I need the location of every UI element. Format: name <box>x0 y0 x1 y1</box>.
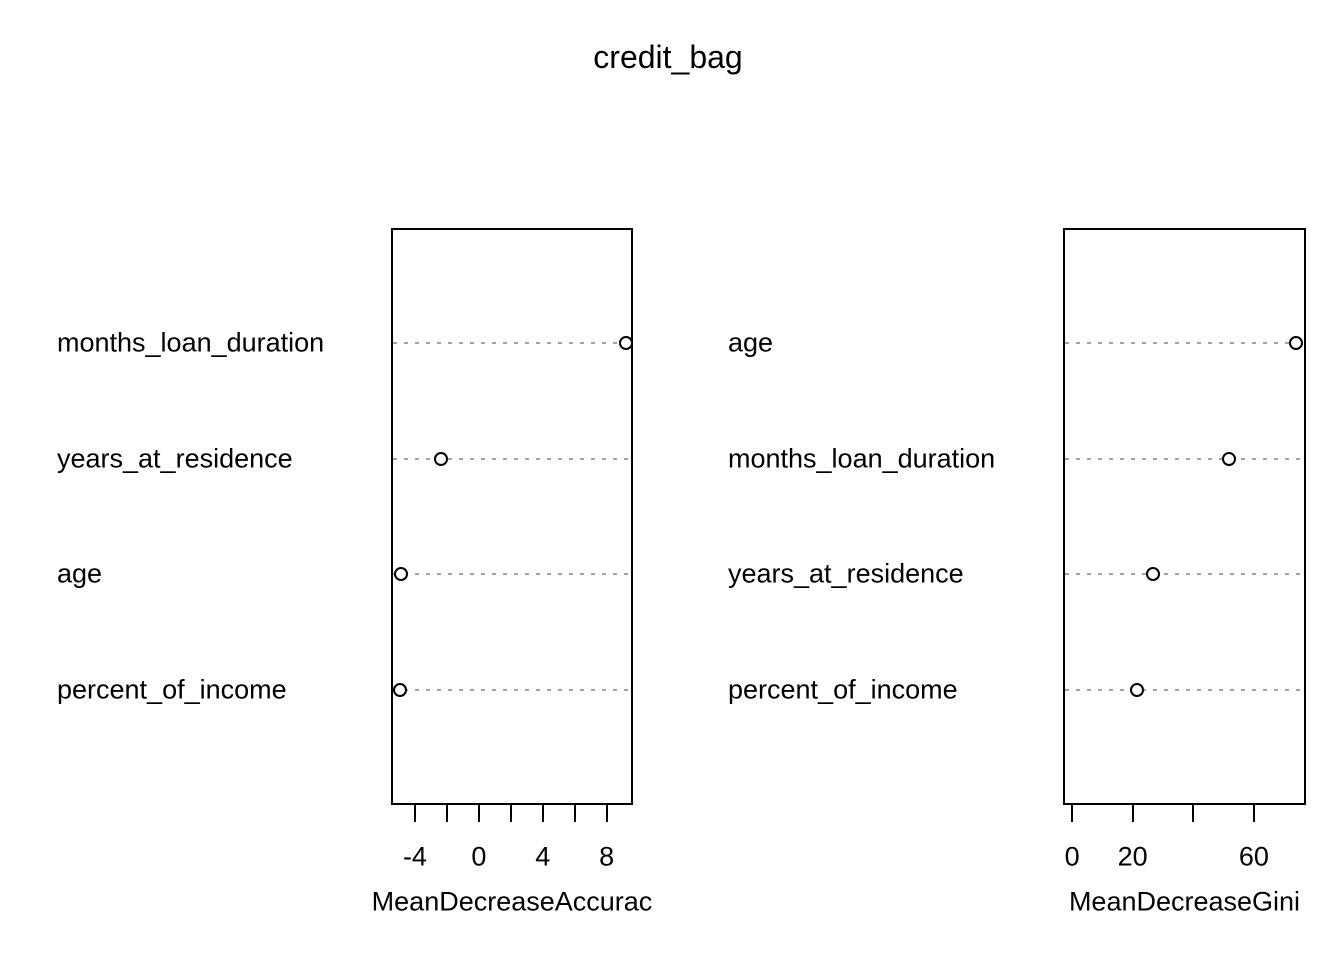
row-grid-line <box>1065 573 1304 576</box>
row-label: age <box>57 558 103 589</box>
x-axis-tick <box>509 805 512 822</box>
x-axis-tick-label: 0 <box>471 841 487 872</box>
row-label: years_at_residence <box>57 443 293 474</box>
row-label: age <box>728 327 774 358</box>
chart-title: credit_bag <box>593 39 743 75</box>
x-axis-tick <box>445 805 448 822</box>
x-axis-tick-label: 20 <box>1117 841 1148 872</box>
x-axis-label: MeanDecreaseAccurac <box>371 886 653 917</box>
data-point-circle <box>393 567 408 582</box>
x-axis-tick <box>1071 805 1074 822</box>
row-grid-line <box>1065 457 1304 460</box>
x-axis-tick-label: 4 <box>535 841 551 872</box>
x-axis-tick-label: 60 <box>1238 841 1269 872</box>
data-point-circle <box>618 336 633 351</box>
x-axis-tick <box>1192 805 1195 822</box>
row-grid-line <box>393 342 631 345</box>
row-label: months_loan_duration <box>728 443 996 474</box>
row-grid-line <box>393 457 631 460</box>
x-axis-tick <box>477 805 480 822</box>
data-point-circle <box>1129 682 1144 697</box>
x-axis-tick <box>1131 805 1134 822</box>
data-point-circle <box>433 451 448 466</box>
data-point-circle <box>1145 567 1160 582</box>
x-axis-tick <box>1252 805 1255 822</box>
row-grid-line <box>1065 342 1304 345</box>
x-axis-tick <box>541 805 544 822</box>
data-point-circle <box>1222 451 1237 466</box>
x-axis-tick-label: 8 <box>599 841 615 872</box>
x-axis-tick <box>413 805 416 822</box>
panel-box-accuracy <box>391 228 633 805</box>
row-label: months_loan_duration <box>57 327 325 358</box>
row-grid-line <box>1065 688 1304 691</box>
x-axis-tick <box>605 805 608 822</box>
row-grid-line <box>393 688 631 691</box>
data-point-circle <box>392 682 407 697</box>
x-axis-tick <box>573 805 576 822</box>
data-point-circle <box>1289 336 1304 351</box>
row-grid-line <box>393 573 631 576</box>
row-label: percent_of_income <box>57 674 287 705</box>
x-axis-tick-label: -4 <box>402 841 427 872</box>
x-axis-label: MeanDecreaseGini <box>1068 886 1301 917</box>
panel-box-gini <box>1063 228 1306 805</box>
row-label: percent_of_income <box>728 674 958 705</box>
row-label: years_at_residence <box>728 558 964 589</box>
x-axis-tick-label: 0 <box>1064 841 1080 872</box>
